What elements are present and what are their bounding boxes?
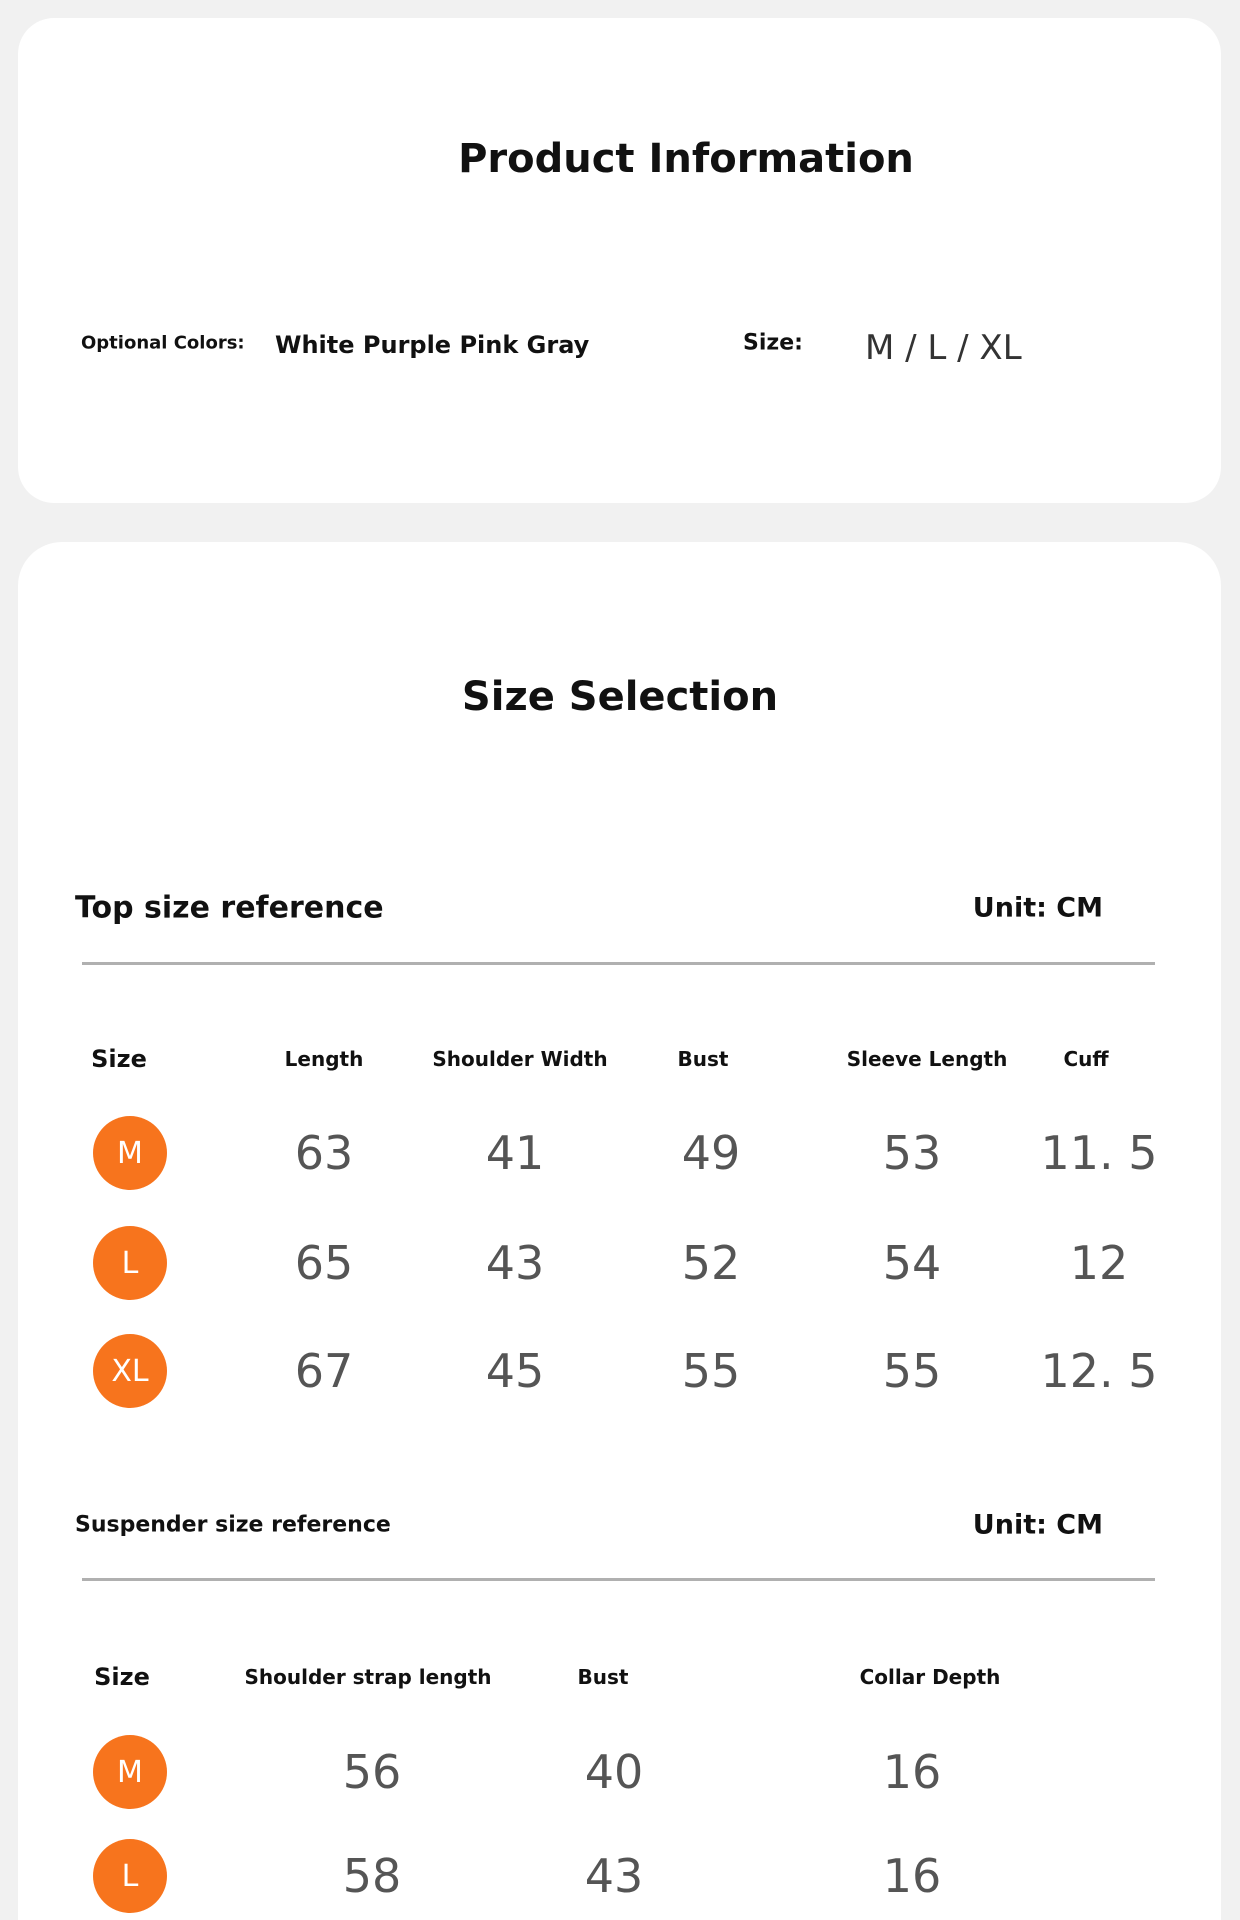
size-badge: L: [93, 1226, 167, 1300]
cell: 54: [882, 1236, 942, 1290]
cell: 12. 5: [1040, 1344, 1158, 1398]
label: Optional Colors:: [81, 332, 245, 354]
divider: [82, 962, 1155, 965]
title: Size Selection: [461, 674, 779, 720]
cell: 55: [681, 1344, 741, 1398]
cell: 16: [882, 1745, 942, 1799]
cell: 67: [294, 1344, 354, 1398]
cell: 43: [485, 1236, 545, 1290]
cell: 40: [584, 1745, 644, 1799]
cell: 11. 5: [1040, 1126, 1158, 1180]
column-header: Bust: [577, 1665, 629, 1689]
size-badge: L: [93, 1839, 167, 1913]
column-header: Collar Depth: [859, 1665, 1001, 1689]
cell: 53: [882, 1126, 942, 1180]
column-header: Cuff: [1063, 1047, 1109, 1071]
size-card: [18, 542, 1221, 1920]
column-header: Shoulder strap length: [244, 1665, 492, 1689]
value: White Purple Pink Gray: [275, 331, 590, 359]
unit: Unit: CM: [972, 1509, 1103, 1541]
cell: 41: [485, 1126, 545, 1180]
cell: 43: [584, 1849, 644, 1903]
label: Size:: [743, 330, 803, 356]
column-header: Bust: [677, 1047, 729, 1071]
unit: Unit: CM: [972, 892, 1103, 924]
cell: 58: [342, 1849, 402, 1903]
section-title: Top size reference: [75, 890, 384, 926]
column-header: Length: [284, 1047, 364, 1071]
divider: [82, 1578, 1155, 1581]
size-badge: XL: [93, 1334, 167, 1408]
cell: 16: [882, 1849, 942, 1903]
cell: 56: [342, 1745, 402, 1799]
size-badge: M: [93, 1735, 167, 1809]
product-card: [18, 18, 1221, 503]
cell: 65: [294, 1236, 354, 1290]
cell: 63: [294, 1126, 354, 1180]
value: M / L / XL: [865, 328, 1022, 368]
cell: 52: [681, 1236, 741, 1290]
size-badge: M: [93, 1116, 167, 1190]
column-header: Shoulder Width: [432, 1047, 608, 1071]
cell: 49: [681, 1126, 741, 1180]
column-header: Size: [91, 1045, 147, 1073]
title: Product Information: [458, 136, 914, 182]
cell: 55: [882, 1344, 942, 1398]
column-header: Sleeve Length: [846, 1047, 1008, 1071]
cell: 12: [1069, 1236, 1129, 1290]
section-title: Suspender size reference: [75, 1512, 391, 1538]
cell: 45: [485, 1344, 545, 1398]
column-header: Size: [94, 1663, 150, 1691]
